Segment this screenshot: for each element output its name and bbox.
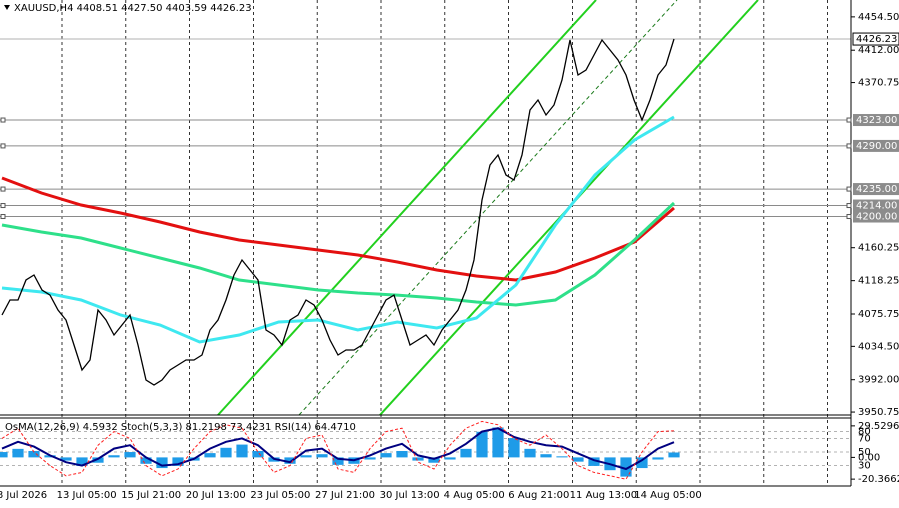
osma-bar [60,457,72,461]
osma-bar [156,457,168,469]
level-marker [846,214,852,220]
level-marker [0,143,6,149]
y-tick-label: 3992.00 [858,375,899,386]
x-tick-label: 13 Jul 05:00 [57,490,117,501]
osma-bar [476,431,488,458]
osma-bar [412,457,424,461]
x-tick-label: 20 Jul 13:00 [186,490,246,501]
level-marker [0,214,6,220]
channel-upper [217,0,597,416]
osma-bar [124,452,136,458]
x-tick-label: 6 Aug 21:00 [508,490,569,501]
osma-bar [220,447,232,458]
y2-tick-label: 80 [858,427,871,438]
osma-bar [236,444,248,458]
osma-bar [492,427,504,458]
series-line [1,176,675,282]
level-label: 4200.00 [856,212,897,223]
osma-bar [172,457,184,466]
osma-bar [28,450,40,458]
osma-bar [76,457,88,466]
level-marker [846,186,852,192]
y-tick-label: 3950.75 [858,407,899,418]
level-label: 4235.00 [856,184,897,195]
level-label: 4323.00 [856,115,897,126]
level-box [853,183,899,196]
osma-bar [588,457,600,466]
osma-bar [428,457,440,463]
y-tick-label: 0.00 [858,452,880,463]
osma-bar [540,454,552,458]
y-tick-label: -20.3662 [858,474,899,485]
level-label: 4214.00 [856,201,897,212]
y-tick-label: 4412.00 [858,45,899,56]
osma-bar [524,448,536,458]
y-tick-label: 4075.75 [858,309,899,320]
level-marker [0,117,6,123]
level-box [853,199,899,212]
x-tick-label: 8 Jul 2026 [0,490,47,501]
series-line [1,38,675,386]
osma-bar [444,457,456,460]
level-box [853,210,899,223]
y-tick-label: 4118.25 [858,276,899,287]
level-marker [846,117,852,123]
chart-header: XAUUSD,H4 4408.51 4427.50 4403.59 4426.2… [14,3,252,14]
channel-mid [298,0,678,416]
x-tick-label: 11 Aug 13:00 [570,490,637,501]
osma-bar [0,452,8,458]
osma-bar [108,455,120,458]
level-marker [0,203,6,209]
osma-bar [252,450,264,458]
y-tick-label: 4454.50 [858,12,899,23]
osma-bar [284,457,296,464]
osma-bar [508,438,520,458]
series-line [1,427,675,471]
osma-bar [572,457,584,462]
osma-bar [668,452,680,458]
level-box [853,114,899,127]
y-tick-label: 4160.25 [858,243,899,254]
osma-bar [316,454,328,458]
x-tick-label: 27 Jul 21:00 [315,490,375,501]
x-tick-label: 15 Jul 21:00 [121,490,181,501]
last-price-label: 4426.23 [856,34,897,45]
y-tick-label: 4370.75 [858,78,899,89]
x-tick-label: 23 Jul 05:00 [250,490,310,501]
y2-tick-label: 30 [858,461,871,472]
osma-bar [556,456,568,458]
level-marker [0,186,6,192]
osma-bar [12,448,24,458]
series-line [1,420,675,480]
y-tick-label: 4034.50 [858,341,899,352]
osma-bar [92,457,104,463]
indicator-header: OsMA(12,26,9) 4.5932 Stoch(5,3,3) 81.219… [5,422,356,433]
osma-bar [300,455,312,458]
y2-tick-label: 50 [858,447,871,458]
level-marker [846,143,852,149]
osma-bar [140,457,152,464]
level-box [853,139,899,152]
x-tick-label: 30 Jul 13:00 [380,490,440,501]
y-tick-label: 29.5296 [858,421,899,432]
osma-bar [636,457,648,469]
osma-bar [620,457,632,477]
osma-bar [380,453,392,458]
osma-bar [396,450,408,458]
series-line [1,201,676,307]
osma-bar [460,448,472,458]
header-arrow [4,5,10,10]
series-line [1,115,675,344]
x-tick-label: 14 Aug 05:00 [634,490,701,501]
x-tick-label: 4 Aug 05:00 [444,490,505,501]
y2-tick-label: 70 [858,433,871,444]
osma-bar [652,457,664,460]
osma-bar [364,457,376,460]
last-price-box [852,32,899,46]
osma-bar [204,453,216,458]
level-marker [846,203,852,209]
level-label: 4290.00 [856,141,897,152]
osma-bar [332,457,344,465]
